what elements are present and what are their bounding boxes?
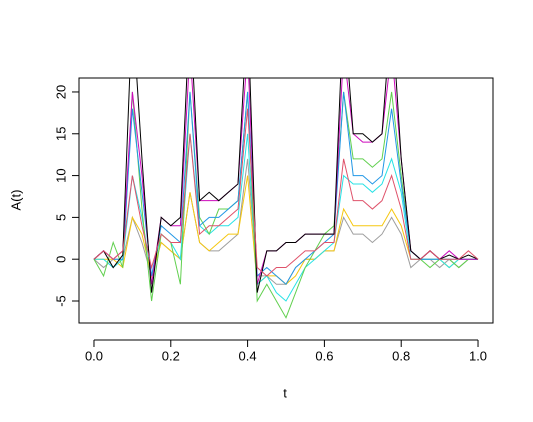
y-tick-label: 15: [53, 127, 68, 141]
x-tick-label: 0.2: [162, 348, 180, 363]
x-tick-label: 0.4: [239, 348, 257, 363]
y-tick-label: -5: [53, 295, 68, 307]
x-tick-label: 1.0: [469, 348, 487, 363]
y-axis-title: A(t): [8, 190, 23, 211]
plot-lines: [93, 78, 479, 319]
series-line: [93, 108, 479, 277]
y-tick-label: 10: [53, 168, 68, 182]
series-line: [93, 78, 479, 293]
x-axis-title: t: [283, 385, 287, 400]
y-tick-label: 0: [53, 256, 68, 263]
y-tick-label: 20: [53, 85, 68, 99]
x-tick-label: 0.8: [392, 348, 410, 363]
y-tick-label: 5: [53, 214, 68, 221]
x-tick-label: 0.6: [315, 348, 333, 363]
x-tick-label: 0.0: [85, 348, 103, 363]
